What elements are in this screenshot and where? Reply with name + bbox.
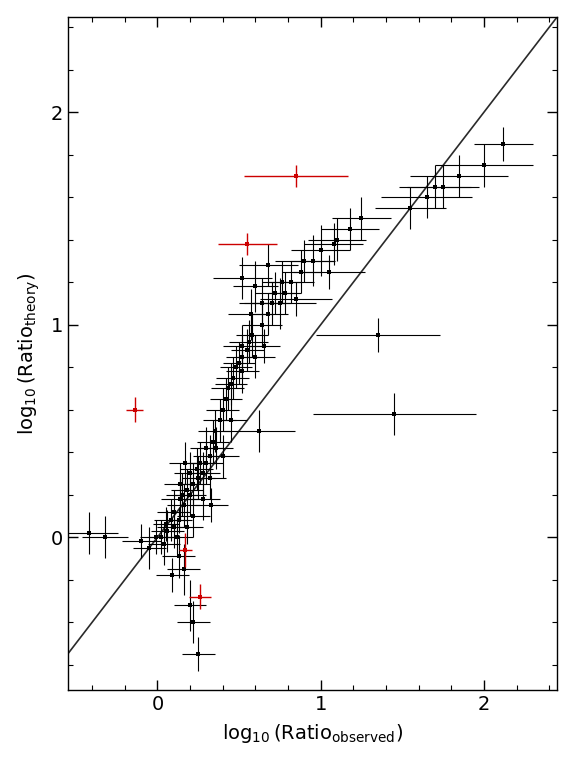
Y-axis label: $\log_{10}$(Ratio$_{\rm theory}$): $\log_{10}$(Ratio$_{\rm theory}$) — [17, 272, 42, 434]
X-axis label: $\log_{10}$(Ratio$_{\rm observed}$): $\log_{10}$(Ratio$_{\rm observed}$) — [222, 722, 403, 745]
